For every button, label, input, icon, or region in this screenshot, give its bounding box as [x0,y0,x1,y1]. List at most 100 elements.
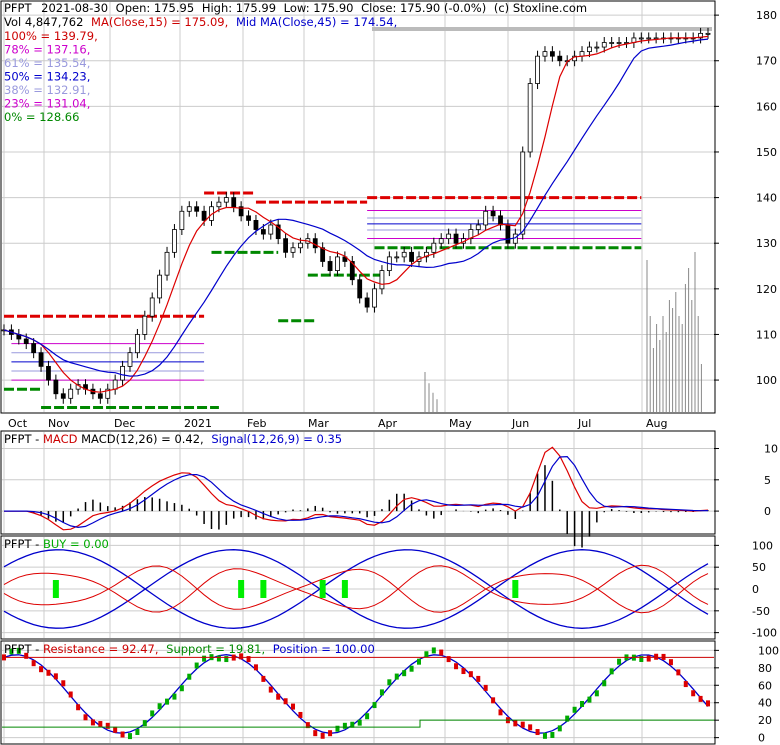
rs-tick-label: 40 [758,697,772,710]
ma45-line [3,38,709,377]
rs-support: Support = 19.81, [166,642,265,656]
header-date: 2021-08-30 [41,1,108,15]
candle-body [105,388,111,399]
rs-tick-label: 0 [758,732,765,745]
rs-candle [253,664,258,671]
rs-candle [291,703,296,710]
rs-candle [461,668,466,675]
rs-candle [53,673,58,680]
candle-body [97,393,103,399]
rs-candle [394,673,399,680]
candle-body [483,210,489,226]
x-tick-label: Mar [308,417,329,430]
buy-ticker: PFPT [4,537,32,551]
rs-candle [298,711,303,718]
rs-tick-label: 20 [758,714,772,727]
macd-signal: Signal(12,26,9) = 0.35 [211,432,342,446]
rs-candle [165,698,170,705]
x-tick-label: Oct [8,417,28,430]
candle-body [438,238,444,244]
rs-panel-frame [0,640,716,745]
candle-body [127,352,133,367]
rs-candle [68,691,73,698]
rs-candle [409,665,414,672]
rs-candle [528,724,533,731]
rs-resistance: Resistance = 92.47, [43,642,159,656]
candle-body [53,379,59,395]
header-line-2: Vol 4,847,762 MA(Close,15) = 175.09, Mid… [4,15,397,29]
candle-body [238,206,244,217]
rs-candle [550,731,555,738]
fib-label: 78% = 137.16, [4,43,90,57]
candle-body [431,242,437,253]
candle-body [646,37,652,40]
candle-body [327,261,333,271]
x-tick-label: Dec [114,417,135,430]
rs-candle [565,715,570,722]
buy-signal-marker [512,580,519,598]
rs-candle [557,725,562,732]
rs-candle [454,663,459,670]
rs-candle [498,709,503,716]
candle-body [290,247,296,253]
rs-candle [587,696,592,703]
rs-candle [431,647,436,654]
rs-candle [668,659,673,666]
candle-body [194,206,200,212]
candle-body [172,229,177,253]
price-layer [1,27,712,412]
price-tick-label: 170 [756,55,777,68]
rs-candle [335,725,340,732]
x-tick-label: Aug [646,417,667,430]
rs-candle [491,697,496,704]
candle-body [120,365,125,381]
rs-candle [283,698,288,705]
fib-label: 100% = 139.79, [4,29,98,43]
rs-candle [416,658,421,665]
candle-body [549,51,555,57]
buy-wave-upper [3,549,709,629]
candle-body [68,388,74,399]
rs-candle [90,719,95,726]
rs-candle [365,713,370,720]
rs-candle [31,660,36,667]
header-ma15: MA(Close,15) = 175.09, [91,15,228,29]
rs-candle [513,720,518,727]
candle-body [527,83,533,153]
rs-layer [2,647,714,740]
rs-candle [594,690,599,697]
rs-candle [468,671,473,678]
candle-body [468,229,474,240]
rs-candle [446,656,451,663]
candle-body [616,42,622,44]
rs-candle [135,728,140,735]
macd-panel-frame [0,430,716,535]
macd-tick-label: 5 [764,474,771,487]
buy-panel-frame [0,535,716,640]
macd-dash: - [35,432,43,446]
candle-body [379,270,385,290]
rs-candle [98,721,103,728]
candle-body [134,334,140,354]
rs-candle [342,722,347,729]
rs-candle [83,714,88,721]
price-tick-label: 130 [756,237,777,250]
macd-tick-label: 10 [764,443,778,456]
candle-body [453,233,459,244]
candle-body [283,238,289,253]
candle-body [490,210,496,217]
rs-candle [372,702,377,709]
header-open: Open: 175.95 [116,1,194,15]
candle-body [698,32,703,39]
candle-body [23,338,29,344]
buy-red-upper [3,564,709,613]
candle-body [535,55,540,84]
rs-candle [639,655,644,662]
rs-candle [276,693,281,700]
candle-body [164,251,170,276]
rs-candle [402,670,407,677]
buy-tick-label: -100 [752,627,777,640]
ma15-line [3,35,709,393]
header-volume: Vol 4,847,762 [4,15,83,29]
candle-body [312,238,318,249]
